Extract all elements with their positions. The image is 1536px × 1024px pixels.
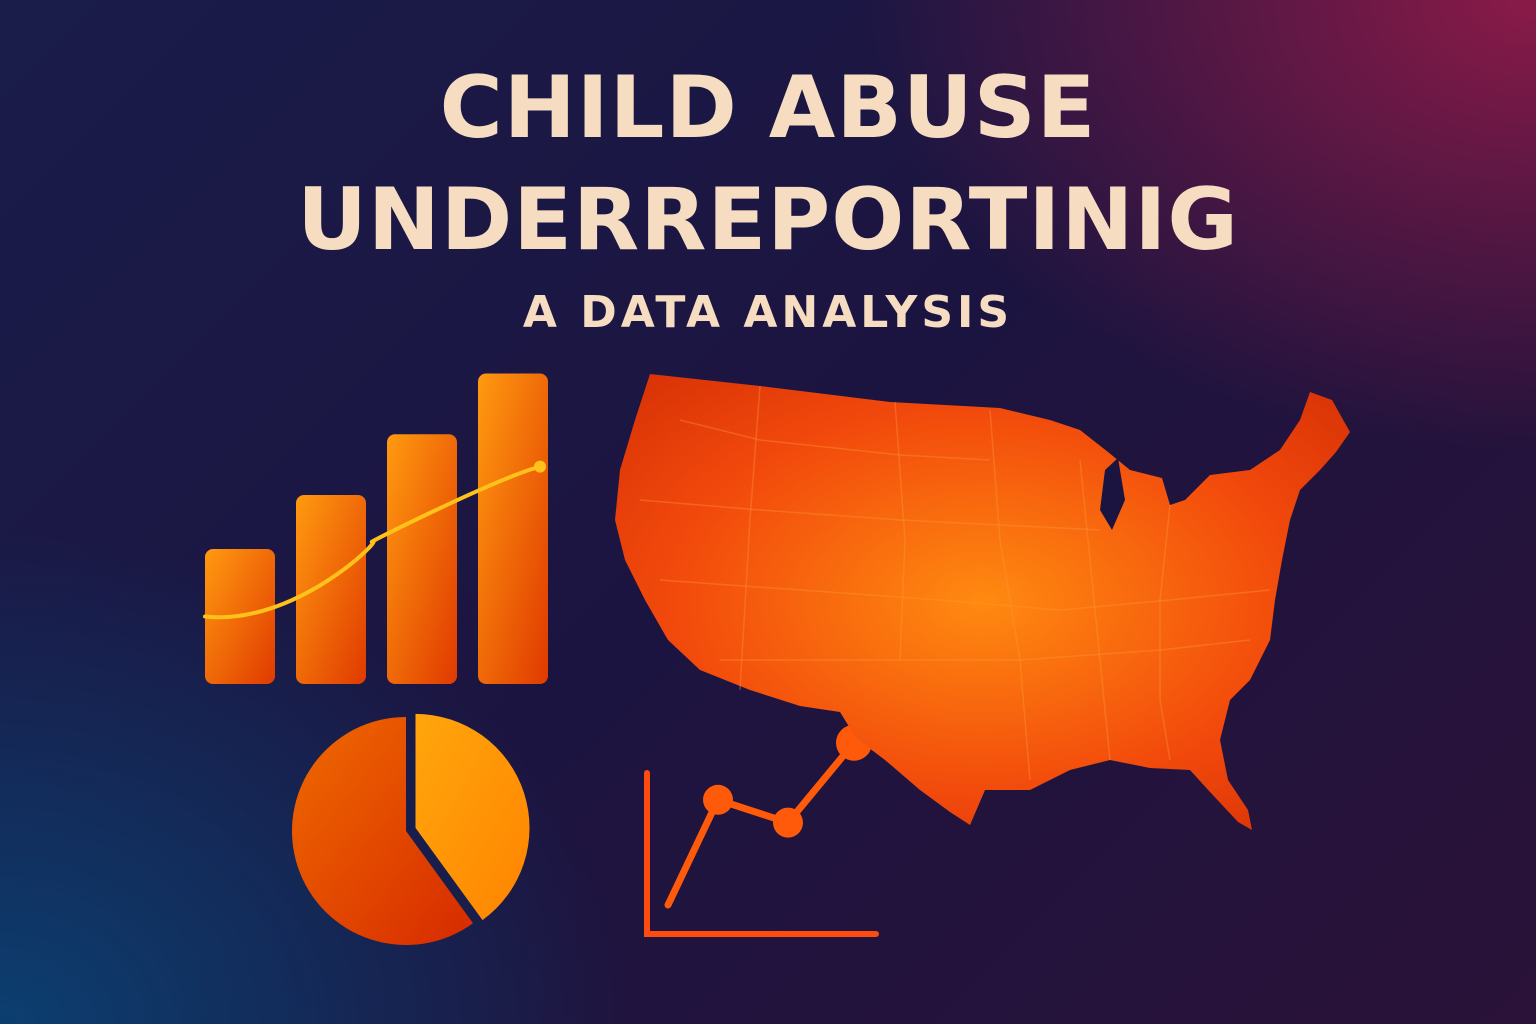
line-chart-line xyxy=(664,739,858,909)
line-chart-point-2 xyxy=(773,807,803,838)
pie-slice-large xyxy=(292,717,474,945)
line-chart-axes xyxy=(644,770,879,937)
us-map-state-borders xyxy=(639,385,1271,781)
subtitle: A DATA ANALYSIS xyxy=(522,287,1014,338)
bar-2 xyxy=(296,495,366,684)
bar-4 xyxy=(478,373,548,684)
us-map-shape xyxy=(615,374,1350,830)
pie-chart-icon xyxy=(292,713,530,945)
title-line-2: UNDERREPORTINIG xyxy=(297,170,1239,270)
line-chart-point-1 xyxy=(703,784,733,815)
bar-chart-trend-line xyxy=(203,464,542,620)
line-chart-icon xyxy=(644,724,879,937)
united-states-map-icon xyxy=(615,374,1350,830)
bar-3 xyxy=(387,434,457,684)
bar-chart-icon xyxy=(203,373,548,684)
pie-slice-small xyxy=(415,713,530,921)
great-lakes-shape xyxy=(1100,458,1125,530)
bar-chart-trend-endpoint xyxy=(534,460,546,473)
title-line-1: CHILD ABUSE xyxy=(439,58,1097,158)
